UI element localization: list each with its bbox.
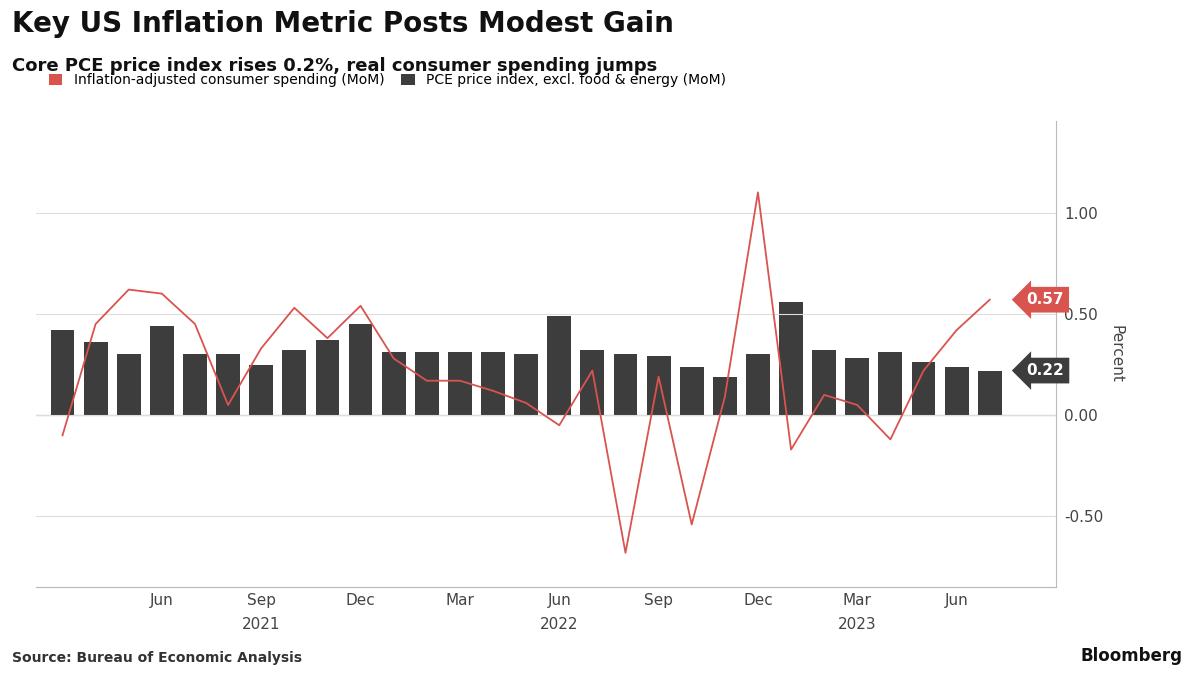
Text: 0.57: 0.57 <box>1026 292 1063 307</box>
Bar <box>647 356 671 415</box>
Bar <box>316 340 340 415</box>
Bar <box>845 358 869 415</box>
Bar <box>812 350 836 415</box>
Bar <box>448 352 472 415</box>
Text: Core PCE price index rises 0.2%, real consumer spending jumps: Core PCE price index rises 0.2%, real co… <box>12 57 658 76</box>
Text: Source: Bureau of Economic Analysis: Source: Bureau of Economic Analysis <box>12 651 302 665</box>
Bar <box>779 302 803 415</box>
Bar <box>679 367 703 415</box>
Bar <box>713 377 737 415</box>
Bar <box>282 350 306 415</box>
Bar <box>547 316 571 415</box>
Text: Key US Inflation Metric Posts Modest Gain: Key US Inflation Metric Posts Modest Gai… <box>12 10 674 38</box>
Legend: Inflation-adjusted consumer spending (MoM), PCE price index, excl. food & energy: Inflation-adjusted consumer spending (Mo… <box>43 68 731 93</box>
Bar <box>878 352 902 415</box>
Bar <box>150 326 174 415</box>
Bar <box>581 350 605 415</box>
Bar <box>481 352 505 415</box>
Bar <box>912 362 936 415</box>
Text: 2021: 2021 <box>242 617 281 632</box>
Text: Bloomberg: Bloomberg <box>1080 647 1182 665</box>
Bar <box>613 354 637 415</box>
Bar <box>116 354 140 415</box>
Bar <box>250 364 274 415</box>
Bar <box>978 371 1002 415</box>
Bar <box>84 342 108 415</box>
Bar <box>944 367 968 415</box>
Bar <box>349 324 372 415</box>
Bar <box>184 354 206 415</box>
Text: 2022: 2022 <box>540 617 578 632</box>
Text: 0.22: 0.22 <box>1026 363 1064 378</box>
Bar <box>515 354 538 415</box>
Bar <box>382 352 406 415</box>
Bar <box>216 354 240 415</box>
Bar <box>415 352 439 415</box>
Bar <box>50 330 74 415</box>
Text: 2023: 2023 <box>838 617 877 632</box>
Y-axis label: Percent: Percent <box>1108 325 1123 383</box>
Bar <box>746 354 770 415</box>
